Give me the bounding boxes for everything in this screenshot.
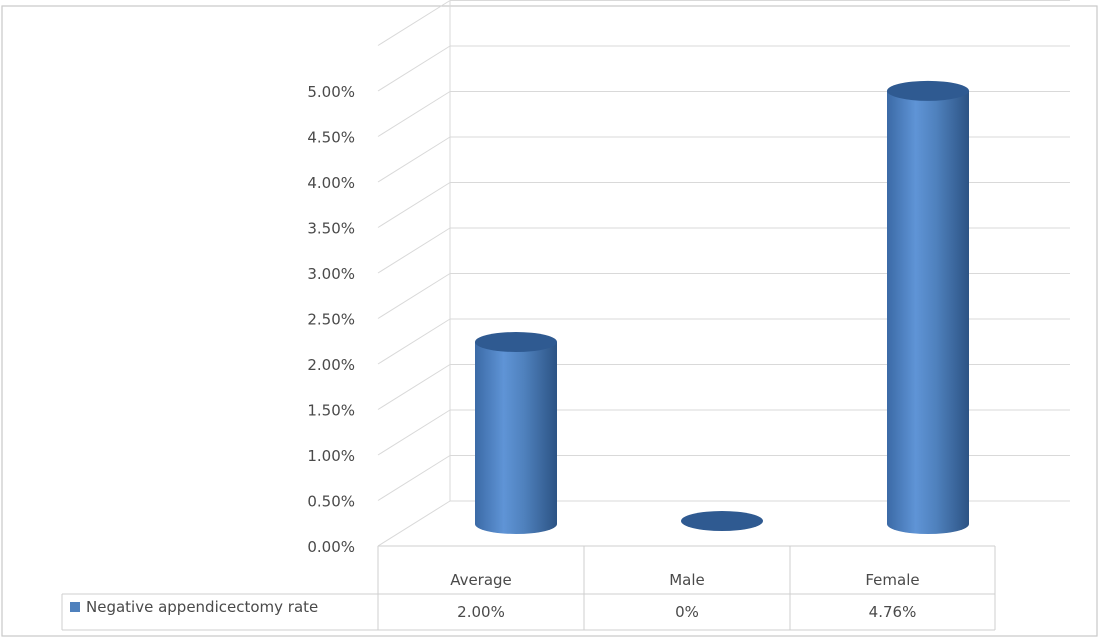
y-axis-tick-labels: 0.00% 0.50% 1.00% 1.50% 2.00% 2.50% 3.00% 3.50%… (307, 83, 355, 556)
bar-flat (681, 511, 763, 531)
bar-average (475, 332, 557, 534)
y-tick-label: 0.00% (307, 538, 355, 556)
gridline-side (377, 0, 451, 46)
gridline-side (377, 91, 451, 137)
legend-swatch (70, 602, 80, 612)
bar-female (887, 80, 969, 534)
bars (475, 80, 969, 534)
data-table-value: 0% (675, 603, 699, 621)
data-table: Negative appendicectomy rate Average 2.00… (61, 545, 996, 631)
x-category-label: Average (450, 571, 512, 589)
y-tick-label: 4.00% (307, 174, 355, 192)
bar-top (475, 332, 557, 352)
y-tick-label: 5.00% (307, 83, 355, 101)
gridline-side (377, 182, 451, 228)
bar-body (475, 342, 557, 534)
y-tick-label: 2.50% (307, 311, 355, 329)
data-table-value: 2.00% (457, 603, 505, 621)
gridline-side (377, 136, 451, 183)
chart-frame (1, 5, 1098, 637)
gridline-side (377, 45, 451, 92)
data-table-value: 4.76% (869, 603, 917, 621)
gridline-side (377, 409, 451, 456)
y-tick-label: 3.00% (307, 265, 355, 283)
x-category-label: Female (865, 571, 919, 589)
y-tick-label: 3.50% (307, 220, 355, 238)
x-category-label: Male (669, 571, 705, 589)
y-tick-label: 4.50% (307, 129, 355, 147)
gridline-side (377, 273, 451, 319)
bar-top (887, 80, 969, 101)
y-tick-label: 0.50% (307, 493, 355, 511)
y-tick-label: 1.50% (307, 402, 355, 420)
y-tick-label: 2.00% (307, 356, 355, 374)
bar-body (887, 90, 969, 534)
y-tick-label: 1.00% (307, 447, 355, 465)
gridline-side (377, 364, 451, 410)
gridline-side (377, 318, 451, 365)
gridline-side (377, 455, 451, 501)
gridline-side (377, 227, 451, 274)
bar-male (681, 511, 763, 531)
gridline-side (377, 500, 451, 547)
legend-label: Negative appendicectomy rate (86, 598, 318, 616)
